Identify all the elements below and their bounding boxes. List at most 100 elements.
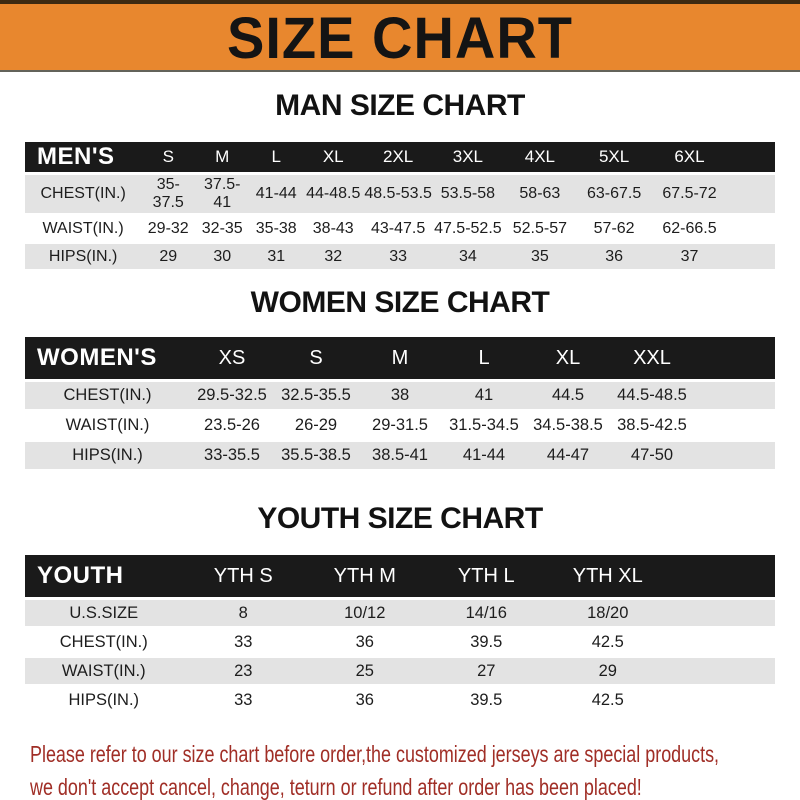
spacer-cell xyxy=(668,555,775,597)
size-value-cell: 29.5-32.5 xyxy=(190,382,274,409)
size-value-cell: 58-63 xyxy=(502,175,577,213)
table-row: CHEST(IN.) 35-37.5 37.5-41 41-44 44-48.5… xyxy=(25,175,775,213)
size-value-cell: 33 xyxy=(182,687,304,713)
size-value-cell: 32 xyxy=(303,244,364,269)
size-value-cell: 62-66.5 xyxy=(651,216,728,241)
column-header: M xyxy=(195,142,250,172)
spacer-cell xyxy=(694,412,775,439)
size-value-cell: 41 xyxy=(442,382,526,409)
notice-line-1: Please refer to our size chart before or… xyxy=(30,741,720,767)
size-value-cell: 39.5 xyxy=(425,629,547,655)
women-section-heading: WOMEN SIZE CHART xyxy=(250,286,550,319)
youth-header-row: YOUTH YTH S YTH M YTH L YTH XL xyxy=(25,555,775,597)
size-value-cell: 37 xyxy=(651,244,728,269)
size-value-cell: 47-50 xyxy=(610,442,694,469)
size-value-cell: 33 xyxy=(182,629,304,655)
size-value-cell: 36 xyxy=(304,687,426,713)
size-value-cell: 41-44 xyxy=(249,175,304,213)
women-group-label: WOMEN'S xyxy=(25,337,190,379)
size-value-cell: 44-48.5 xyxy=(303,175,364,213)
size-value-cell: 35-38 xyxy=(249,216,304,241)
notice-line-2: we don't accept cancel, change, teturn o… xyxy=(30,774,642,800)
table-row: HIPS(IN.) 33-35.5 35.5-38.5 38.5-41 41-4… xyxy=(25,442,775,469)
size-value-cell: 35.5-38.5 xyxy=(274,442,358,469)
size-value-cell: 29 xyxy=(547,658,669,684)
column-header: 2XL xyxy=(363,142,433,172)
row-label: WAIST(IN.) xyxy=(25,216,142,241)
women-size-table: WOMEN'S XS S M L XL XXL CHEST(IN.) 29.5-… xyxy=(25,334,775,472)
size-value-cell: 57-62 xyxy=(576,216,652,241)
size-value-cell: 43-47.5 xyxy=(363,216,433,241)
size-value-cell: 39.5 xyxy=(425,687,547,713)
men-group-label: MEN'S xyxy=(25,142,142,172)
size-value-cell: 34 xyxy=(433,244,503,269)
table-row: WAIST(IN.) 23 25 27 29 xyxy=(25,658,775,684)
row-label: HIPS(IN.) xyxy=(25,442,190,469)
column-header: YTH L xyxy=(425,555,547,597)
column-header: S xyxy=(274,337,358,379)
spacer-cell xyxy=(727,142,775,172)
table-row: WAIST(IN.) 23.5-26 26-29 29-31.5 31.5-34… xyxy=(25,412,775,439)
size-value-cell: 14/16 xyxy=(425,600,547,626)
row-label: CHEST(IN.) xyxy=(25,629,183,655)
column-header: 5XL xyxy=(576,142,652,172)
table-row: HIPS(IN.) 33 36 39.5 42.5 xyxy=(25,687,775,713)
size-value-cell: 36 xyxy=(304,629,426,655)
column-header: S xyxy=(141,142,196,172)
spacer-cell xyxy=(694,442,775,469)
spacer-cell xyxy=(668,600,775,626)
table-row: U.S.SIZE 8 10/12 14/16 18/20 xyxy=(25,600,775,626)
size-value-cell: 33 xyxy=(363,244,433,269)
page-title: SIZE CHART xyxy=(227,3,573,71)
column-header: XS xyxy=(190,337,274,379)
table-row: CHEST(IN.) 33 36 39.5 42.5 xyxy=(25,629,775,655)
size-value-cell: 8 xyxy=(182,600,304,626)
spacer-cell xyxy=(727,244,775,269)
men-section-heading: MAN SIZE CHART xyxy=(275,89,525,122)
size-value-cell: 32.5-35.5 xyxy=(274,382,358,409)
size-value-cell: 63-67.5 xyxy=(576,175,652,213)
size-value-cell: 32-35 xyxy=(195,216,250,241)
size-value-cell: 18/20 xyxy=(547,600,669,626)
column-header: M xyxy=(358,337,442,379)
size-value-cell: 44-47 xyxy=(526,442,610,469)
size-value-cell: 25 xyxy=(304,658,426,684)
column-header: XXL xyxy=(610,337,694,379)
title-banner: SIZE CHART xyxy=(0,0,800,72)
size-value-cell: 41-44 xyxy=(442,442,526,469)
table-row: WAIST(IN.) 29-32 32-35 35-38 38-43 43-47… xyxy=(25,216,775,241)
row-label: CHEST(IN.) xyxy=(25,175,142,213)
size-value-cell: 38-43 xyxy=(303,216,364,241)
size-value-cell: 42.5 xyxy=(547,687,669,713)
column-header: 3XL xyxy=(433,142,503,172)
row-label: WAIST(IN.) xyxy=(25,412,190,439)
size-value-cell: 29-32 xyxy=(141,216,196,241)
spacer-cell xyxy=(694,337,775,379)
column-header: XL xyxy=(526,337,610,379)
order-notice: Please refer to our size chart before or… xyxy=(30,738,720,800)
size-value-cell: 67.5-72 xyxy=(651,175,728,213)
row-label: HIPS(IN.) xyxy=(25,687,183,713)
row-label: WAIST(IN.) xyxy=(25,658,183,684)
spacer-cell xyxy=(727,216,775,241)
spacer-cell xyxy=(668,629,775,655)
column-header: YTH S xyxy=(182,555,304,597)
size-value-cell: 26-29 xyxy=(274,412,358,439)
spacer-cell xyxy=(727,175,775,213)
size-value-cell: 27 xyxy=(425,658,547,684)
row-label: CHEST(IN.) xyxy=(25,382,190,409)
size-value-cell: 38.5-42.5 xyxy=(610,412,694,439)
size-value-cell: 35 xyxy=(502,244,577,269)
size-value-cell: 44.5 xyxy=(526,382,610,409)
men-header-row: MEN'S S M L XL 2XL 3XL 4XL 5XL 6XL xyxy=(25,142,775,172)
women-header-row: WOMEN'S XS S M L XL XXL xyxy=(25,337,775,379)
spacer-cell xyxy=(694,382,775,409)
size-value-cell: 23 xyxy=(182,658,304,684)
youth-section-heading: YOUTH SIZE CHART xyxy=(257,502,543,535)
youth-size-table: YOUTH YTH S YTH M YTH L YTH XL U.S.SIZE … xyxy=(25,552,775,716)
row-label: HIPS(IN.) xyxy=(25,244,142,269)
size-value-cell: 33-35.5 xyxy=(190,442,274,469)
spacer-cell xyxy=(668,658,775,684)
spacer-cell xyxy=(668,687,775,713)
